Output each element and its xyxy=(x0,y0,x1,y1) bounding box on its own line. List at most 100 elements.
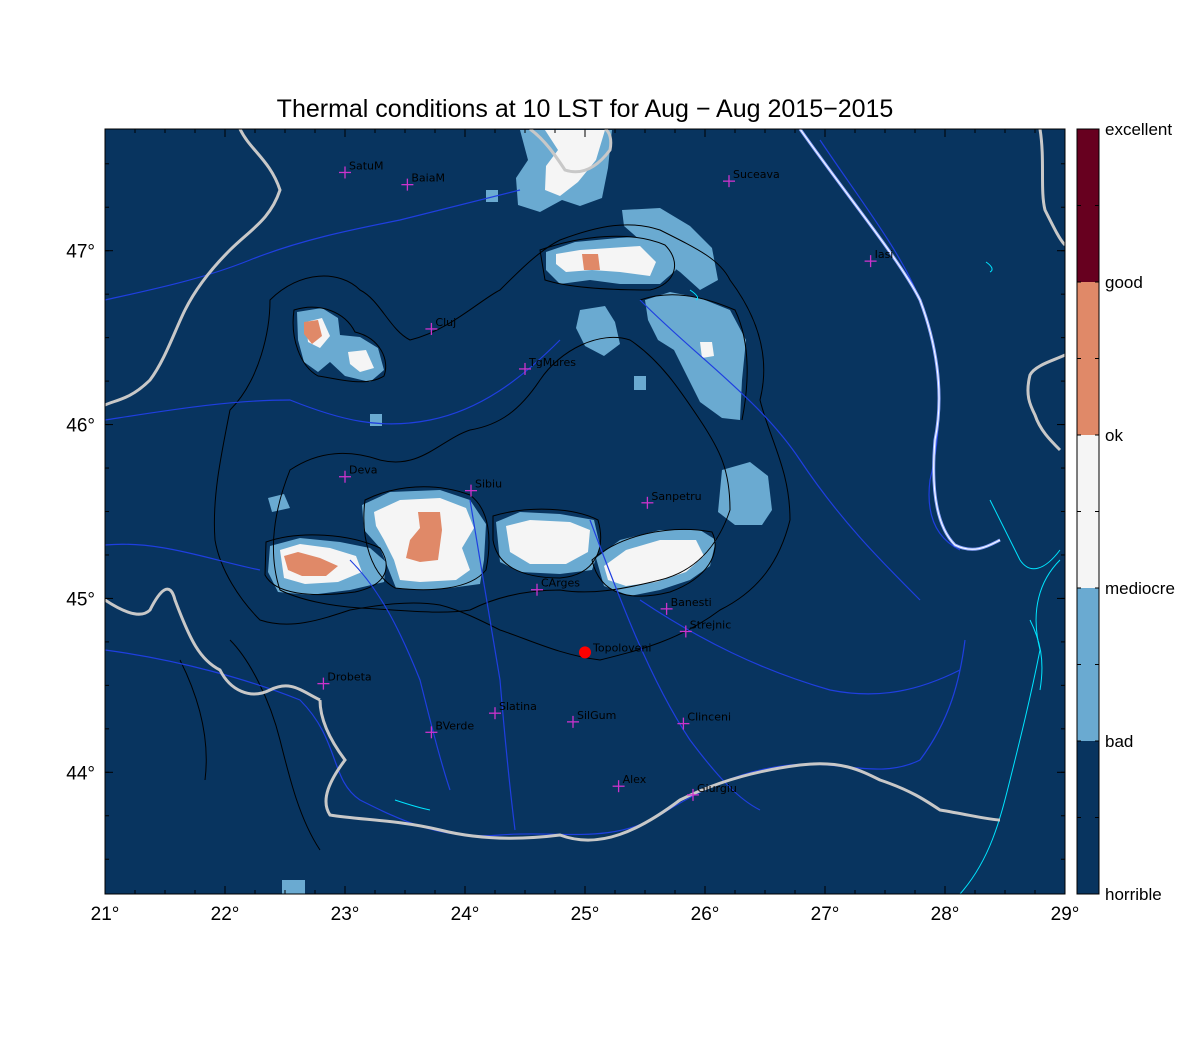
city-label: Giurgiu xyxy=(697,782,737,795)
lake-bicaz xyxy=(689,289,699,301)
ok-regions xyxy=(284,254,600,576)
city-marker: Sanpetru xyxy=(641,490,702,509)
border-ukraine-north xyxy=(529,129,613,174)
region-bucegi-white xyxy=(604,540,704,586)
legend-label-horrible: horrible xyxy=(1105,885,1162,904)
contour-bucegi xyxy=(591,528,716,597)
site-label: Topoloveni xyxy=(592,641,651,654)
city-label: Clinceni xyxy=(687,711,731,724)
city-label: Alex xyxy=(623,773,647,786)
contour-harghita xyxy=(639,294,748,421)
river-mures xyxy=(105,339,561,425)
river-timis xyxy=(105,543,261,571)
black-sea-coast xyxy=(959,559,1061,894)
river-borders xyxy=(798,129,1001,551)
contour-west xyxy=(179,659,207,781)
river-jiu xyxy=(349,559,451,791)
axis-labels: 21° 22° 23° 24° 25° 26° 27° 28° 29° 44° 45° 46° 47° xyxy=(66,242,1079,925)
x-tick-label: 25° xyxy=(571,904,600,925)
contour-retezat xyxy=(264,534,387,596)
legend-label-excellent: excellent xyxy=(1105,120,1172,139)
x-tick-label: 29° xyxy=(1051,904,1080,925)
city-marker: Cluj xyxy=(425,316,456,335)
city-marker: Sibiu xyxy=(465,478,502,497)
region-vrancea-bad xyxy=(718,462,772,525)
river-somes xyxy=(105,189,521,301)
contour-fagaras xyxy=(492,508,602,579)
city-marker: Clinceni xyxy=(677,711,731,730)
y-tick-label: 46° xyxy=(66,416,95,437)
city-label: Drobeta xyxy=(327,671,371,684)
region-rodna-ok xyxy=(582,254,600,270)
y-tick-label: 45° xyxy=(66,589,95,610)
region-maramures-white xyxy=(545,130,605,196)
city-marker: Slatina xyxy=(489,700,537,720)
city-label: Sanpetru xyxy=(651,490,701,503)
lake-south-1 xyxy=(394,799,431,811)
y-tick-label: 47° xyxy=(66,242,95,263)
x-tick-label: 24° xyxy=(451,904,480,925)
x-tick-label: 23° xyxy=(331,904,360,925)
site-marker xyxy=(579,646,591,659)
legend-label-bad: bad xyxy=(1105,732,1133,751)
contour-outer xyxy=(213,224,791,661)
border-prut-inner xyxy=(799,129,1001,550)
city-label: Deva xyxy=(349,464,378,477)
lagoon-razim xyxy=(1029,619,1043,691)
region-harghita-white xyxy=(700,342,714,358)
city-label: Slatina xyxy=(499,700,537,713)
city-label: TgMures xyxy=(528,356,576,369)
terrain-contours xyxy=(179,224,791,851)
city-marker: Drobeta xyxy=(317,671,372,690)
city-label: CArges xyxy=(541,577,580,590)
national-borders xyxy=(105,129,1065,842)
coastline xyxy=(394,261,1061,894)
city-marker: Suceava xyxy=(723,168,780,188)
axis-ticks xyxy=(104,129,1066,894)
border-hungary xyxy=(105,129,282,407)
border-moldova-east xyxy=(1026,353,1065,452)
city-marker: Iasi xyxy=(864,248,894,268)
legend-labels: excellent good ok mediocre bad horrible xyxy=(1105,120,1175,904)
legend-label-ok: ok xyxy=(1105,426,1123,445)
figure-title: Thermal conditions at 10 LST for Aug − A… xyxy=(277,95,894,123)
city-label: Suceava xyxy=(733,168,780,181)
y-tick-label: 44° xyxy=(66,763,95,784)
river-arges xyxy=(589,519,761,811)
region-harghita-bad xyxy=(645,292,746,420)
city-marker: BVerde xyxy=(425,719,474,739)
city-marker: BaiaM xyxy=(401,172,445,191)
city-marker: Giurgiu xyxy=(687,782,737,801)
region-rodna-white xyxy=(556,246,656,276)
city-marker: SatuM xyxy=(339,159,384,179)
city-label: SatuM xyxy=(349,159,384,172)
city-label: SilGum xyxy=(577,709,616,722)
city-marker: Banesti xyxy=(660,596,712,615)
river-siret xyxy=(639,299,921,601)
city-marker: CArges xyxy=(531,577,580,596)
lake-north-1 xyxy=(985,261,993,273)
region-retezat-ok xyxy=(284,552,338,576)
region-small-bad-1 xyxy=(370,414,382,426)
region-bucovina-bad xyxy=(622,208,718,290)
contour-southwest xyxy=(229,639,321,851)
colorbar-segment xyxy=(1077,741,1099,894)
region-parang-ok xyxy=(406,512,442,562)
contour-apuseni xyxy=(292,306,387,383)
city-label: Banesti xyxy=(671,596,712,609)
x-tick-label: 21° xyxy=(91,904,120,925)
legend-label-mediocre: mediocre xyxy=(1105,579,1175,598)
border-moldova-north xyxy=(1038,129,1065,247)
city-label: Iasi xyxy=(875,248,894,261)
cities-layer: SatuM BaiaM Suceava Iasi Cluj TgMures Deva Sibi… xyxy=(317,159,894,801)
colorbar-segment xyxy=(1077,129,1099,282)
x-tick-label: 27° xyxy=(811,904,840,925)
legend-label-good: good xyxy=(1105,273,1143,292)
city-marker: Alex xyxy=(612,773,647,793)
border-bulgaria xyxy=(318,699,1001,842)
city-label: BaiaM xyxy=(411,172,445,185)
danube-delta-channel xyxy=(989,499,1061,570)
city-marker: SilGum xyxy=(567,709,616,728)
region-small-bad-2 xyxy=(634,376,646,390)
